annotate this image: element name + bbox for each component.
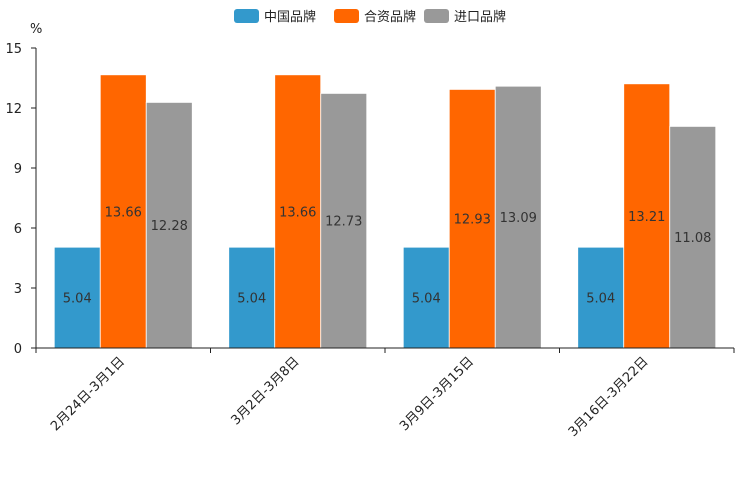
bar xyxy=(669,126,717,349)
bar xyxy=(228,246,276,349)
x-tick-label: 3月2日-3月8日 xyxy=(228,354,302,428)
bar-value-label: 5.04 xyxy=(412,292,441,307)
bar-value-label: 12.28 xyxy=(151,219,188,234)
bar xyxy=(623,83,671,349)
bar xyxy=(145,102,193,349)
legend-label: 进口品牌 xyxy=(454,9,506,25)
y-tick-label: 15 xyxy=(5,42,22,57)
legend: 中国品牌 合资品牌 进口品牌 xyxy=(234,9,506,25)
legend-label: 合资品牌 xyxy=(364,9,416,25)
legend-swatch xyxy=(424,9,449,23)
bar-value-label: 12.73 xyxy=(325,215,362,230)
bar-value-label: 13.66 xyxy=(105,205,142,220)
x-tick-label: 3月9日-3月15日 xyxy=(397,354,477,434)
legend-label: 中国品牌 xyxy=(264,9,316,25)
bar-value-label: 11.08 xyxy=(674,231,711,246)
bar xyxy=(494,85,542,349)
legend-item[interactable]: 进口品牌 xyxy=(424,9,506,25)
bar-value-label: 13.21 xyxy=(628,210,665,225)
bar xyxy=(320,93,368,349)
legend-swatch xyxy=(234,9,259,23)
bars: 5.04 13.66 12.28 5.04 13.66 12.73 5.04 12.93 13.… xyxy=(53,74,717,349)
x-axis: 2月24日-3月1日 3月2日-3月8日 3月9日-3月15日 3月16日-3月22日 xyxy=(35,347,735,440)
y-tick-label: 9 xyxy=(14,162,22,177)
x-tick-label: 2月24日-3月1日 xyxy=(48,354,128,434)
bar-value-label: 13.09 xyxy=(500,211,537,226)
y-tick-label: 0 xyxy=(14,342,22,357)
legend-item[interactable]: 中国品牌 xyxy=(234,9,316,25)
y-axis: 0 3 6 9 12 15 xyxy=(5,42,37,357)
x-tick-label: 3月16日-3月22日 xyxy=(566,354,652,440)
bar-value-label: 12.93 xyxy=(454,213,491,228)
bar-value-label: 13.66 xyxy=(279,205,316,220)
bar xyxy=(274,74,322,349)
y-tick-label: 12 xyxy=(5,102,22,117)
y-axis-unit: % xyxy=(30,22,42,37)
bar-value-label: 5.04 xyxy=(586,292,615,307)
legend-swatch xyxy=(334,9,359,23)
bar-value-label: 5.04 xyxy=(237,292,266,307)
bar xyxy=(448,89,496,349)
bar-value-label: 5.04 xyxy=(63,292,92,307)
y-tick-label: 6 xyxy=(14,222,22,237)
legend-item[interactable]: 合资品牌 xyxy=(334,9,416,25)
y-tick-label: 3 xyxy=(14,282,22,297)
bar xyxy=(99,74,147,349)
